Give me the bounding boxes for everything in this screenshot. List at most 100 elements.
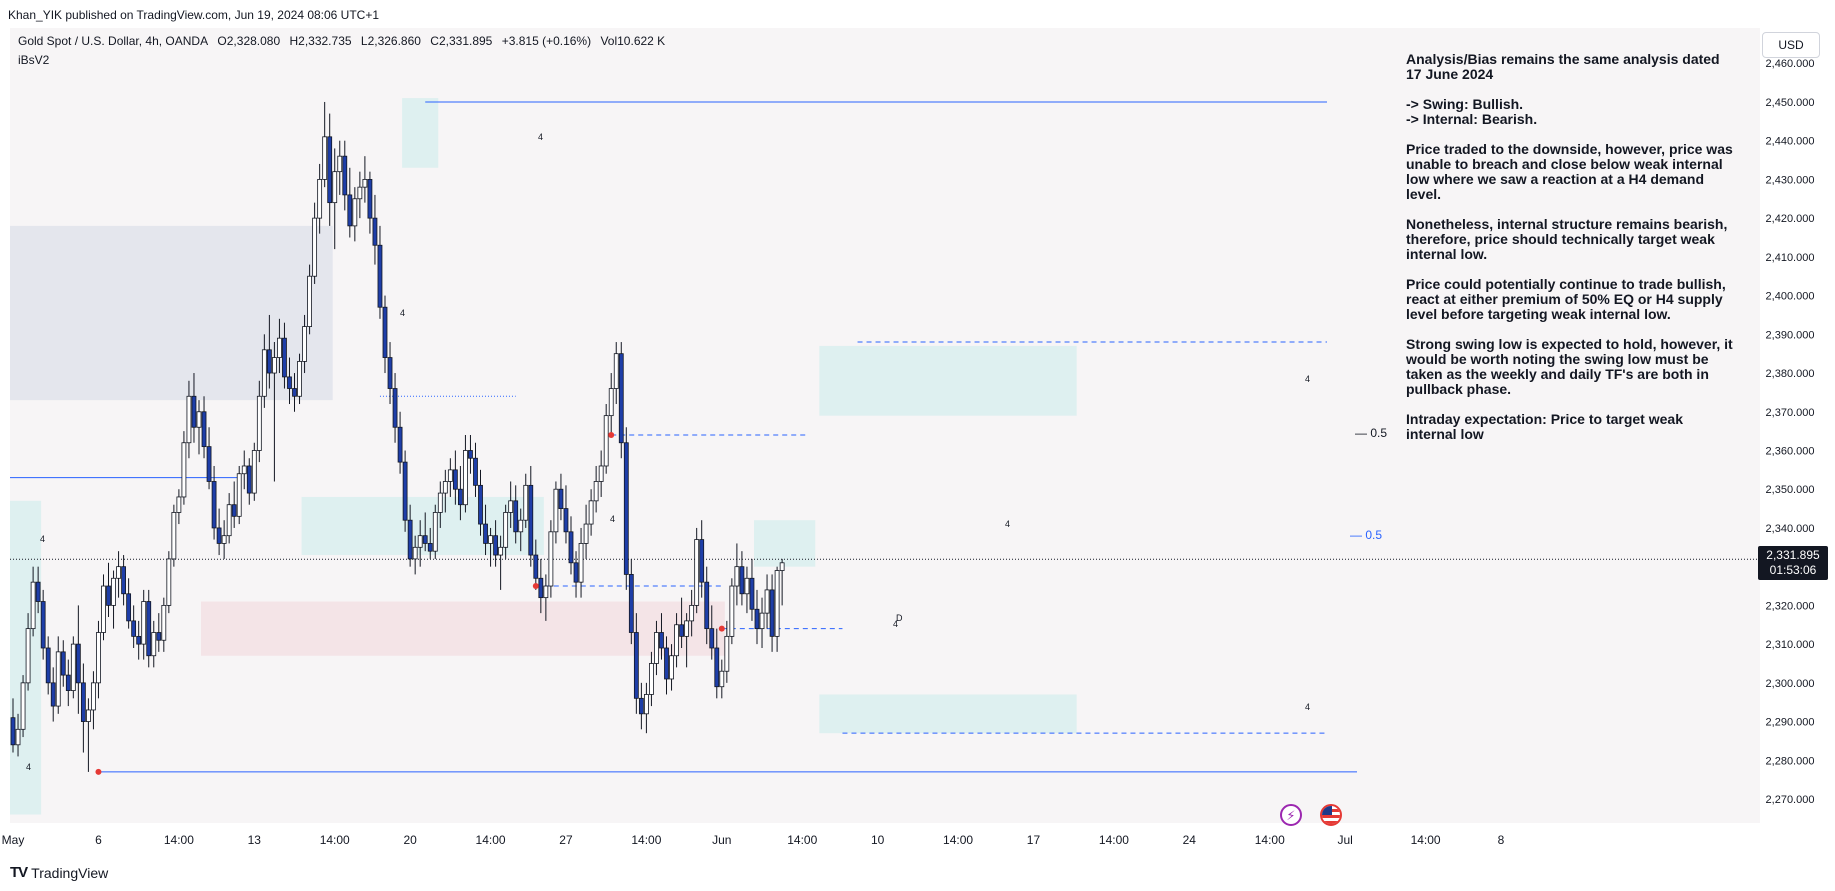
lightning-icon[interactable]: ⚡	[1280, 804, 1302, 826]
candle-body	[206, 446, 212, 482]
candle-body	[312, 217, 318, 277]
candle-body	[468, 450, 473, 459]
indicator-label[interactable]: iBsV2	[18, 53, 50, 67]
candle-body	[618, 353, 624, 444]
y-tick-label: 2,440.000	[1766, 136, 1815, 148]
high-value: H2,332.735	[289, 34, 352, 48]
candle-body	[272, 357, 277, 374]
x-tick-label: Jun	[712, 833, 731, 847]
x-tick-label: 14:00	[164, 833, 194, 847]
candle-body	[151, 632, 157, 657]
candle-body	[70, 643, 76, 691]
x-tick-label: 14:00	[943, 833, 973, 847]
zone-timeframe-label: 4	[400, 308, 405, 318]
candle-body	[332, 171, 338, 204]
candle-body	[392, 388, 398, 428]
candle-body	[256, 395, 262, 451]
candle-body	[447, 469, 453, 482]
candle-body	[166, 558, 172, 606]
candle-body	[387, 357, 393, 389]
candle-body	[171, 512, 177, 560]
x-tick-label: 14:00	[476, 833, 506, 847]
y-tick-label: 2,390.000	[1766, 329, 1815, 341]
x-tick-label: 10	[871, 833, 885, 847]
y-tick-label: 2,410.000	[1766, 252, 1815, 264]
candle-body	[684, 620, 690, 637]
candle-body	[302, 326, 307, 362]
candle-body	[377, 244, 383, 308]
volume-value: Vol10.622 K	[600, 34, 666, 48]
candle-body	[518, 519, 524, 533]
candle-body	[317, 179, 323, 219]
tradingview-logo[interactable]: TV TradingView	[10, 864, 108, 881]
candle-body	[649, 663, 654, 695]
candle-body	[422, 535, 428, 544]
candle-body	[548, 531, 554, 587]
candle-body	[669, 655, 674, 680]
candle-body	[372, 217, 378, 246]
ohlc-legend: Gold Spot / U.S. Dollar, 4h, OANDA O2,32…	[18, 34, 671, 48]
candle-body	[503, 512, 509, 548]
candle-body	[362, 179, 368, 188]
zone-demand-left	[10, 500, 42, 815]
zone-h4-demand	[819, 694, 1077, 734]
currency-selector[interactable]: USD	[1762, 32, 1820, 58]
candle-body	[96, 632, 101, 684]
candle-body	[10, 717, 16, 746]
us-flag-icon[interactable]	[1320, 804, 1342, 826]
candle-body	[75, 643, 81, 684]
y-tick-label: 2,340.000	[1766, 523, 1815, 535]
candle-body	[674, 624, 679, 657]
zone-timeframe-label: 4	[1305, 702, 1310, 712]
candle-body	[181, 442, 187, 498]
candle-body	[15, 728, 21, 746]
candle-body	[754, 608, 760, 630]
candle-body	[417, 535, 423, 548]
zone-d-label: D	[896, 613, 903, 623]
zone-timeframe-label: 4	[538, 132, 543, 142]
candle-body	[488, 535, 493, 544]
y-tick-label: 2,380.000	[1766, 368, 1815, 380]
symbol-label[interactable]: Gold Spot / U.S. Dollar, 4h, OANDA	[18, 34, 209, 48]
x-tick-label: 8	[1498, 833, 1505, 847]
zone-supply-top	[402, 98, 439, 168]
candle-body	[30, 581, 36, 630]
candle-body	[121, 566, 126, 595]
y-tick-label: 2,300.000	[1766, 678, 1815, 690]
analysis-paragraph-1: Price traded to the downside, however, p…	[1406, 141, 1733, 202]
candle-body	[724, 635, 730, 672]
candle-body	[146, 601, 152, 657]
candle-body	[201, 411, 207, 448]
zone-timeframe-label: 4	[40, 534, 45, 544]
candle-body	[347, 194, 353, 227]
candle-body	[236, 473, 242, 517]
candle-body	[664, 647, 669, 680]
candle-body	[141, 601, 147, 645]
last-price-value: 2,331.895	[1766, 548, 1820, 562]
candle-body	[91, 682, 96, 711]
candle-body	[282, 337, 287, 378]
candle-body	[261, 349, 267, 397]
candle-body	[116, 566, 121, 579]
candle-body	[719, 670, 725, 688]
zone-timeframe-label: 4	[610, 514, 615, 524]
candle-body	[734, 566, 740, 587]
candle-body	[613, 353, 619, 389]
candle-body	[588, 500, 594, 525]
candle-body	[266, 349, 272, 374]
publisher-line: Khan_YIK published on TradingView.com, J…	[8, 8, 380, 22]
candle-body	[779, 562, 785, 571]
x-tick-label: 14:00	[787, 833, 817, 847]
x-tick-label: 14:00	[320, 833, 350, 847]
candle-body	[744, 577, 750, 595]
candle-body	[221, 535, 227, 544]
candle-body	[654, 632, 659, 664]
analysis-note: Analysis/Bias remains the same analysis …	[1406, 52, 1736, 457]
candle-body	[699, 539, 705, 583]
zone-h4-supply	[819, 345, 1077, 416]
candle-body	[45, 647, 51, 684]
candle-body	[598, 465, 604, 482]
candle-body	[638, 697, 644, 715]
candle-body	[513, 500, 519, 533]
